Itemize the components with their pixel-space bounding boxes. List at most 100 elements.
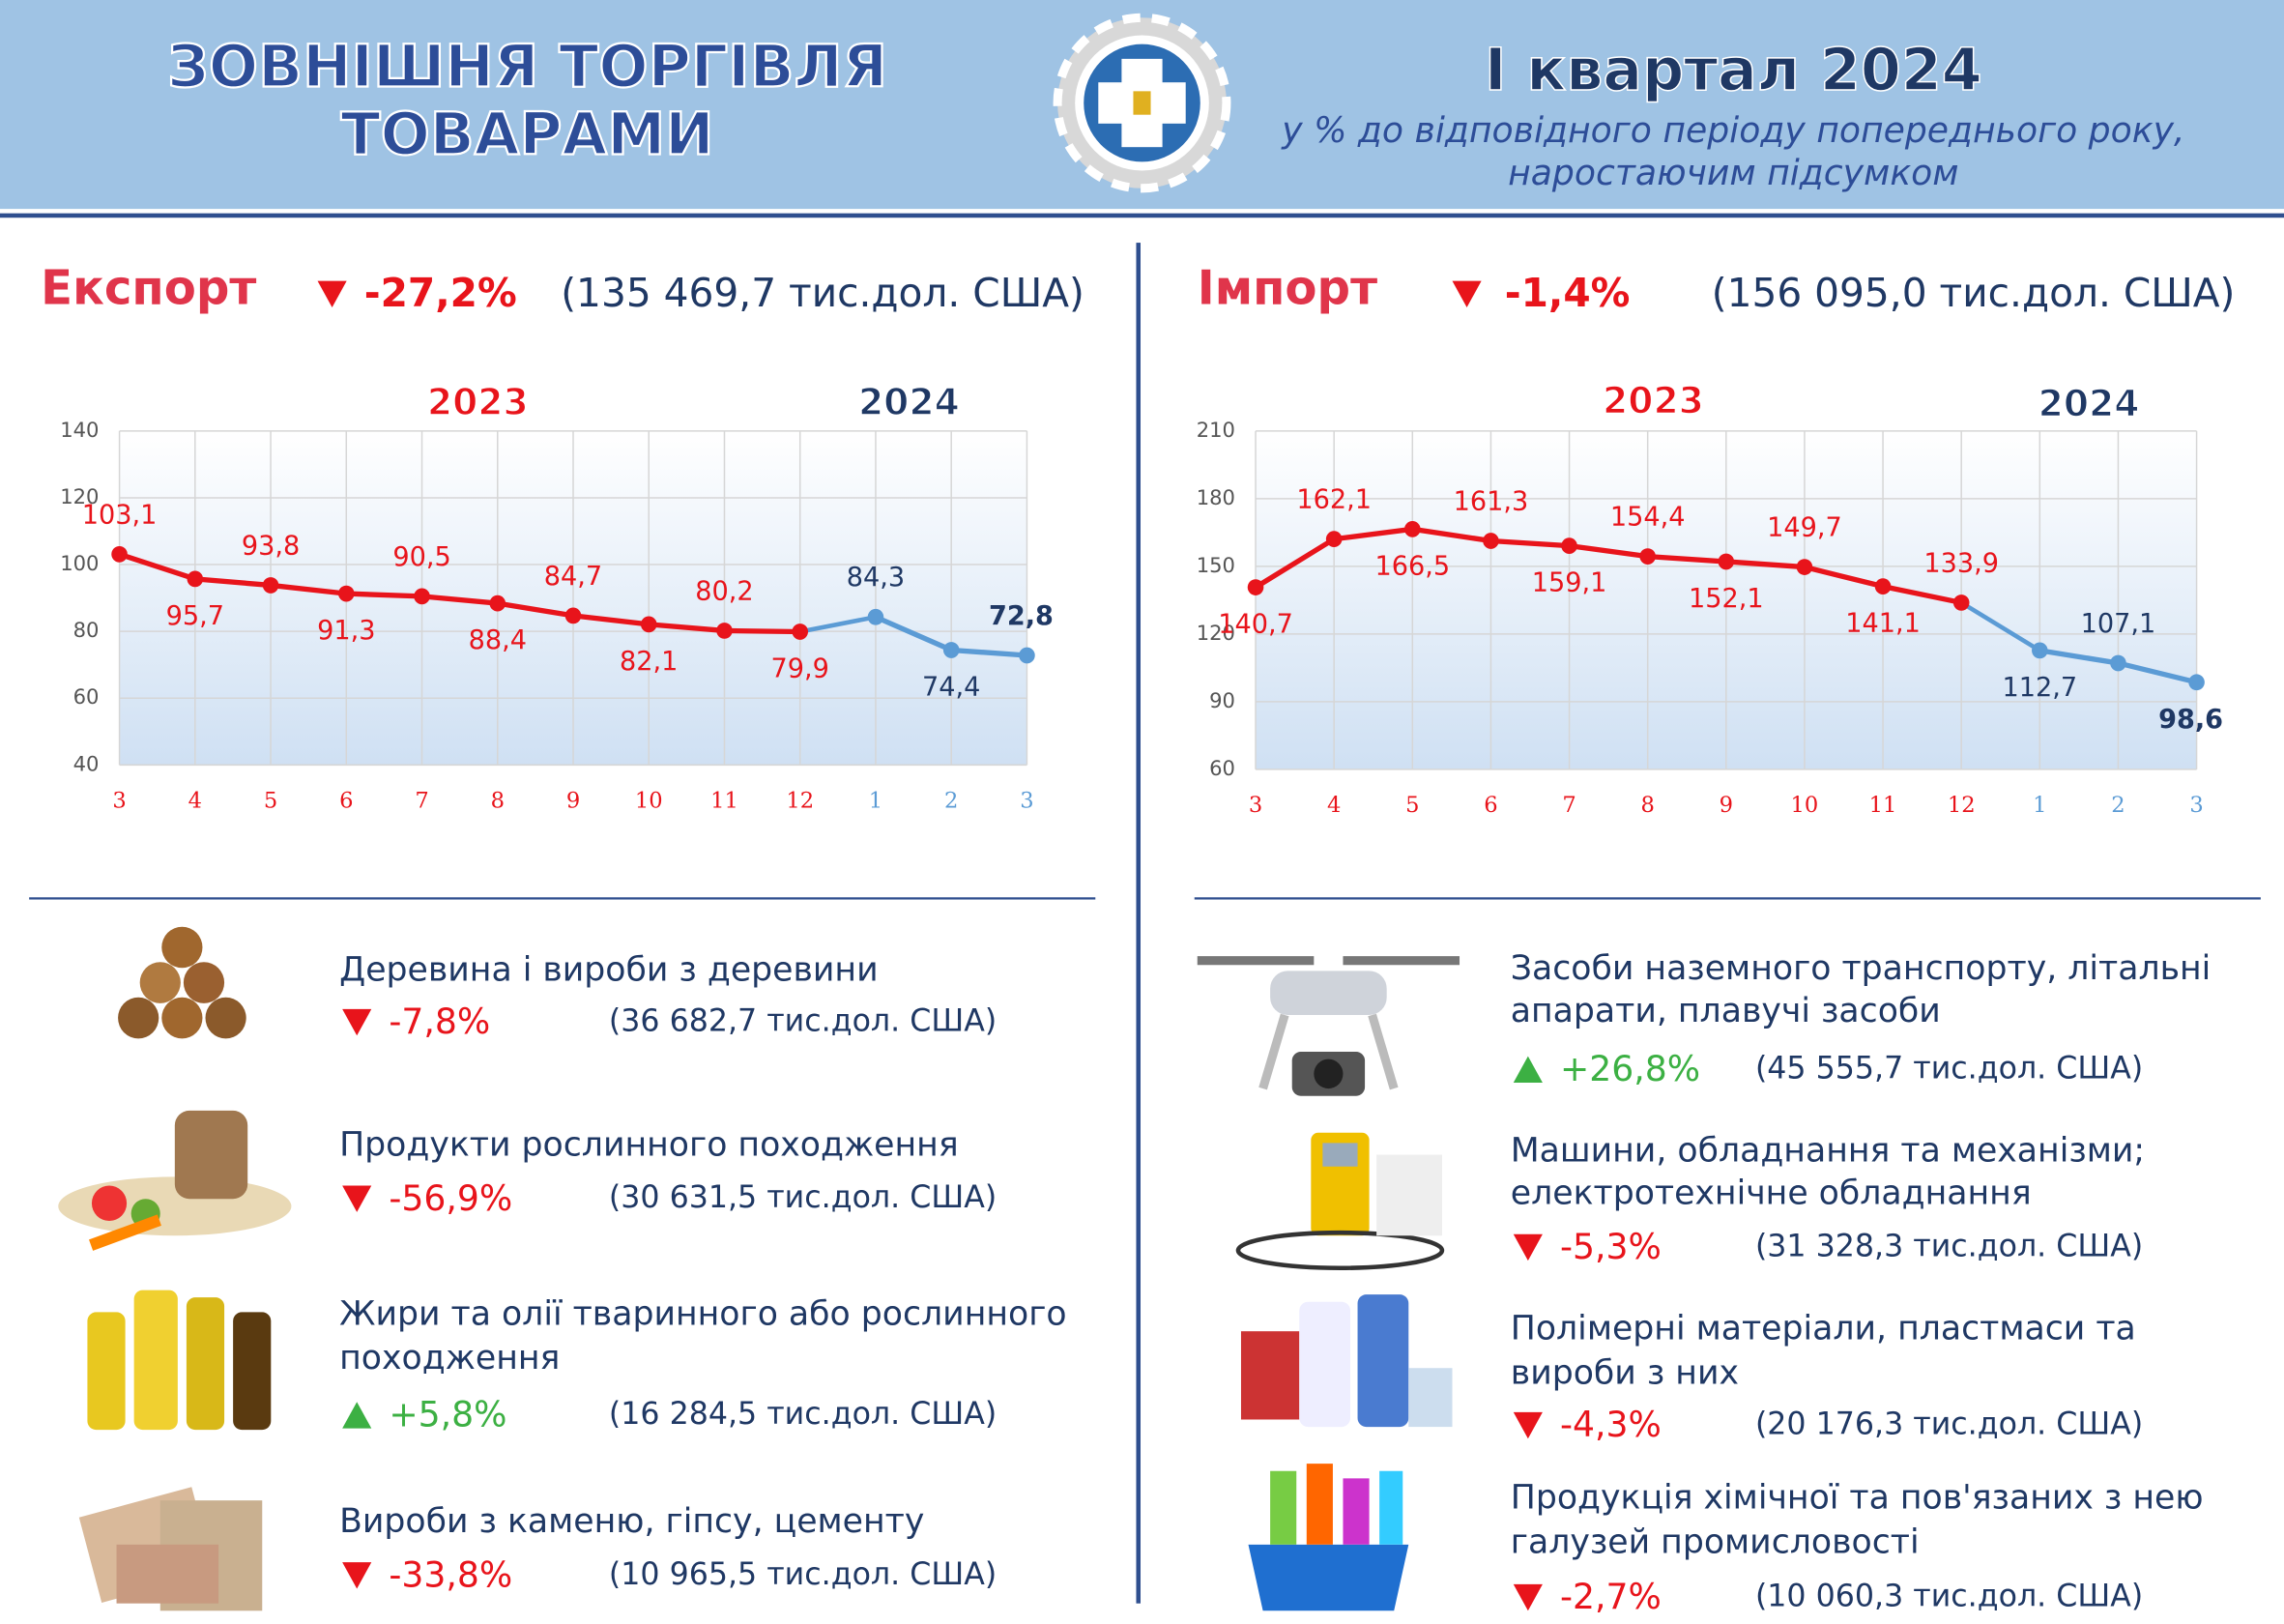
x-tick-label: 8 xyxy=(491,788,505,813)
point xyxy=(489,594,506,612)
x-tick-label: 8 xyxy=(1640,793,1654,818)
x-tick-label: 3 xyxy=(112,788,126,813)
group-change: -56,9% xyxy=(389,1177,512,1219)
y-tick-label: 150 xyxy=(1197,553,1235,577)
section-total: (135 469,7 тис.дол. США) xyxy=(561,270,1084,316)
x-tick-label: 12 xyxy=(786,788,814,813)
connector xyxy=(799,615,877,634)
y-tick-label: 40 xyxy=(73,751,100,775)
point xyxy=(1639,548,1656,565)
point xyxy=(867,608,884,625)
x-tick-label: 1 xyxy=(869,788,882,813)
group-change: -33,8% xyxy=(389,1553,512,1595)
x-tick-label: 3 xyxy=(2189,793,2203,818)
x-tick-label: 2 xyxy=(2111,793,2125,818)
data-label: 141,1 xyxy=(1845,609,1921,639)
data-label: 161,3 xyxy=(1454,486,1529,516)
group-change: -2,7% xyxy=(1560,1576,1662,1617)
point xyxy=(338,585,355,602)
divider xyxy=(1136,243,1141,1604)
data-label: 95,7 xyxy=(166,601,224,631)
x-tick-label: 10 xyxy=(635,788,663,813)
point xyxy=(2188,674,2205,691)
x-tick-label: 11 xyxy=(1869,793,1897,818)
group-amount: (16 284,5 тис.дол. США) xyxy=(609,1396,997,1432)
group-amount: (31 328,3 тис.дол. США) xyxy=(1755,1228,2143,1263)
data-label: 88,4 xyxy=(469,625,527,655)
group-change: -4,3% xyxy=(1560,1404,1662,1445)
y-tick-label: 120 xyxy=(60,484,99,508)
series-name: 2024 xyxy=(858,381,960,423)
y-tick-label: 90 xyxy=(1209,688,1235,712)
point xyxy=(716,623,733,639)
section-label: Імпорт xyxy=(1198,261,1377,315)
x-tick-label: 1 xyxy=(2033,793,2046,818)
group-amount: (10 060,3 тис.дол. США) xyxy=(1755,1579,2143,1614)
point xyxy=(1325,531,1343,548)
group-amount: (36 682,7 тис.дол. США) xyxy=(609,1003,997,1039)
group-name: Засоби наземного транспорту, літальні xyxy=(1511,949,2212,988)
group-name: Деревина і вироби з деревини xyxy=(339,950,879,989)
subtitle: у % до відповідного періоду попереднього… xyxy=(1281,109,2184,151)
x-tick-label: 3 xyxy=(1020,788,1033,813)
group-name: Продукти рослинного походження xyxy=(339,1125,959,1164)
group-name: галузей промисловості xyxy=(1511,1522,1920,1561)
group-arrow xyxy=(342,1008,372,1036)
point xyxy=(1874,578,1892,595)
series-line xyxy=(1254,526,1962,606)
x-tick-label: 11 xyxy=(710,788,738,813)
data-label: 98,6 xyxy=(2158,705,2223,735)
data-label: 90,5 xyxy=(392,542,450,572)
group-change: +5,8% xyxy=(389,1393,506,1435)
subtitle: наростаючим підсумком xyxy=(1508,152,1958,193)
divider xyxy=(29,897,1096,900)
group-arrow xyxy=(342,1185,372,1212)
point xyxy=(1483,533,1499,549)
x-tick-label: 10 xyxy=(1791,793,1819,818)
group-arrow xyxy=(342,1402,372,1429)
period: І квартал 2024 xyxy=(1485,36,1982,103)
data-label: 154,4 xyxy=(1610,502,1686,532)
series-name: 2023 xyxy=(427,381,529,423)
group-arrow xyxy=(1513,1233,1543,1262)
data-label: 112,7 xyxy=(2003,673,2078,703)
data-label: 79,9 xyxy=(771,653,829,683)
group-name: Полімерні матеріали, пластмаси та xyxy=(1511,1310,2136,1348)
connector xyxy=(1960,600,2041,652)
y-tick-label: 60 xyxy=(1209,756,1235,780)
group-name: Вироби з каменю, гіпсу, цементу xyxy=(339,1502,924,1541)
group-arrow xyxy=(1513,1056,1543,1083)
data-label: 80,2 xyxy=(695,576,753,606)
y-tick-label: 210 xyxy=(1197,418,1235,442)
x-tick-label: 9 xyxy=(1720,793,1733,818)
point xyxy=(1019,647,1035,664)
point xyxy=(1404,521,1421,537)
point xyxy=(414,588,430,605)
data-label: 149,7 xyxy=(1767,512,1842,542)
group-name: Машини, обладнання та механізми; xyxy=(1511,1131,2145,1170)
title: ЗОВНІШНЯ ТОРГІВЛЯ xyxy=(167,33,887,101)
data-label: 82,1 xyxy=(620,647,678,677)
point xyxy=(2110,654,2126,672)
data-label: 91,3 xyxy=(317,616,375,646)
x-tick-label: 7 xyxy=(1562,793,1576,818)
data-label: 93,8 xyxy=(242,531,300,561)
data-label: 107,1 xyxy=(2081,609,2156,639)
point xyxy=(942,642,960,658)
point xyxy=(1247,579,1264,595)
header-rule xyxy=(0,213,2284,218)
group-name: електротехнічне обладнання xyxy=(1511,1174,2032,1213)
x-tick-label: 7 xyxy=(415,788,428,813)
point xyxy=(111,545,128,563)
series-name: 2024 xyxy=(2038,382,2140,424)
group-name: апарати, плавучі засоби xyxy=(1511,992,1941,1030)
y-tick-label: 120 xyxy=(1197,621,1235,645)
section-change: -1,4% xyxy=(1505,270,1631,316)
y-tick-label: 60 xyxy=(73,684,100,709)
group-amount: (30 631,5 тис.дол. США) xyxy=(609,1179,997,1215)
y-tick-label: 80 xyxy=(73,618,100,642)
point xyxy=(1718,553,1735,570)
section-total: (156 095,0 тис.дол. США) xyxy=(1712,270,2236,316)
group-arrow xyxy=(1513,1583,1543,1611)
